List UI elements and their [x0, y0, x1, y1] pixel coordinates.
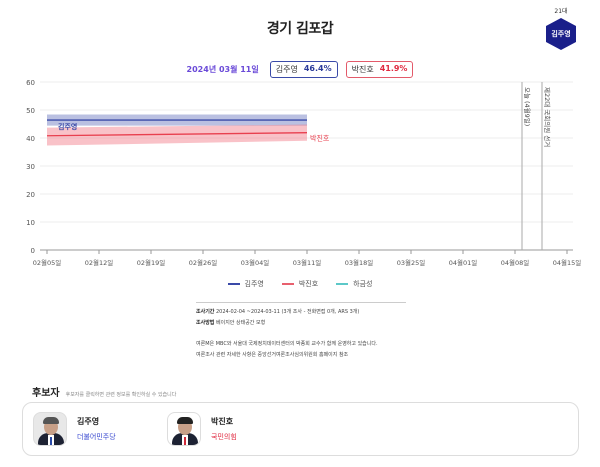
hexagon-icon: 김주영 — [546, 18, 576, 50]
page-title: 경기 김포갑 — [266, 21, 334, 37]
survey-info: 조사기간 2024-02-04 ~2024-03-11 (3개 조사 - 전화면… — [196, 302, 406, 361]
survey-note-1: 여론M은 MBC와 서울대 국제정치데이터센터의 박종희 교수가 함께 운영하고… — [196, 341, 378, 347]
candidates-list: 김주영 더불어민주당 박진호 국민의힘 — [22, 402, 579, 456]
legend-label: 하금성 — [353, 280, 373, 288]
x-tick-label: 03월18일 — [345, 258, 374, 267]
series-label: 김주영 — [58, 122, 77, 131]
result-name: 김주영 — [275, 65, 298, 74]
candidate-name: 박진호 — [211, 417, 234, 426]
legend-label: 김주영 — [244, 280, 264, 288]
annotation-label: 제22대 국회의원 선거 — [543, 87, 552, 147]
x-tick-label: 02월05일 — [33, 258, 62, 267]
survey-method: 조사방법 베이지안 상태공간 모형 — [196, 320, 266, 326]
candidate-party: 국민의힘 — [211, 433, 237, 441]
candidate-party: 더불어민주당 — [77, 433, 116, 441]
x-tick-label: 04월01일 — [449, 258, 478, 267]
x-tick-label: 02월19일 — [137, 258, 166, 267]
x-tick-label: 03월11일 — [293, 258, 322, 267]
legend-label: 박진호 — [298, 280, 319, 288]
y-tick-label: 0 — [31, 247, 35, 255]
chart-legend: 김주영 박진호 하금성 — [0, 279, 600, 289]
candidate-card-kim[interactable]: 김주영 더불어민주당 — [33, 412, 116, 446]
legend-item-park[interactable]: 박진호 — [281, 279, 319, 289]
result-name: 박진호 — [351, 65, 374, 74]
x-tick-label: 03월25일 — [397, 258, 426, 267]
avatar — [167, 412, 201, 446]
avatar — [33, 412, 67, 446]
series-line — [46, 132, 308, 137]
candidate-name: 김주영 — [77, 417, 100, 426]
legend-item-kim[interactable]: 김주영 — [227, 279, 264, 289]
poll-date: 2024년 03월 11일 — [186, 65, 259, 74]
survey-period: 조사기간 2024-02-04 ~2024-03-11 (3개 조사 - 전화면… — [196, 309, 360, 315]
y-tick-label: 60 — [26, 79, 35, 87]
result-pct: 46.4% — [303, 64, 332, 73]
confidence-band — [47, 124, 307, 146]
x-tick-label: 04월15일 — [553, 258, 582, 267]
y-tick-label: 40 — [26, 135, 35, 143]
badge-era: 21대 — [554, 8, 568, 15]
y-tick-label: 20 — [26, 191, 35, 199]
result-pill-park: 박진호 41.9% — [345, 61, 414, 78]
x-tick-label: 04월08일 — [501, 258, 530, 267]
candidates-header: 후보자 후보자를 클릭하면 관련 정보를 확인하실 수 있습니다 — [32, 384, 176, 399]
candidates-heading: 후보자 — [32, 388, 60, 399]
x-tick-label: 02월26일 — [189, 258, 218, 267]
poll-summary: 2024년 03월 11일 김주영 46.4% 박진호 41.9% — [0, 61, 600, 78]
legend-swatch — [336, 283, 349, 285]
survey-note-2: 여론조사 관련 자세한 사항은 중앙선거여론조사심의위원회 홈페이지 참조 — [196, 352, 349, 358]
x-tick-label: 03월04일 — [241, 258, 270, 267]
candidate-card-park[interactable]: 박진호 국민의힘 — [167, 412, 237, 446]
y-tick-label: 30 — [26, 163, 35, 171]
candidates-subheading: 후보자를 클릭하면 관련 정보를 확인하실 수 있습니다 — [65, 392, 177, 398]
incumbent-badge: 21대 김주영 — [544, 6, 578, 50]
badge-name: 김주영 — [551, 30, 571, 38]
annotation-label: 오늘 (4월9일) — [523, 87, 532, 126]
poll-chart[interactable]: 0 10 20 30 40 50 60 02월05일 02월12일 02월19일 02월26일 03월… — [0, 74, 600, 274]
result-pct: 41.9% — [379, 64, 408, 73]
legend-item-ha[interactable]: 하금성 — [336, 279, 372, 289]
series-label: 박진호 — [310, 134, 330, 143]
legend-swatch — [281, 283, 294, 285]
chart-canvas[interactable]: 0 10 20 30 40 50 60 02월05일 02월12일 02월19일 02월26일 03월… — [0, 74, 600, 274]
y-tick-label: 10 — [26, 219, 35, 227]
x-tick-label: 02월12일 — [85, 258, 114, 267]
result-pill-kim: 김주영 46.4% — [269, 61, 338, 78]
legend-swatch — [227, 283, 240, 285]
y-tick-label: 50 — [26, 107, 35, 115]
